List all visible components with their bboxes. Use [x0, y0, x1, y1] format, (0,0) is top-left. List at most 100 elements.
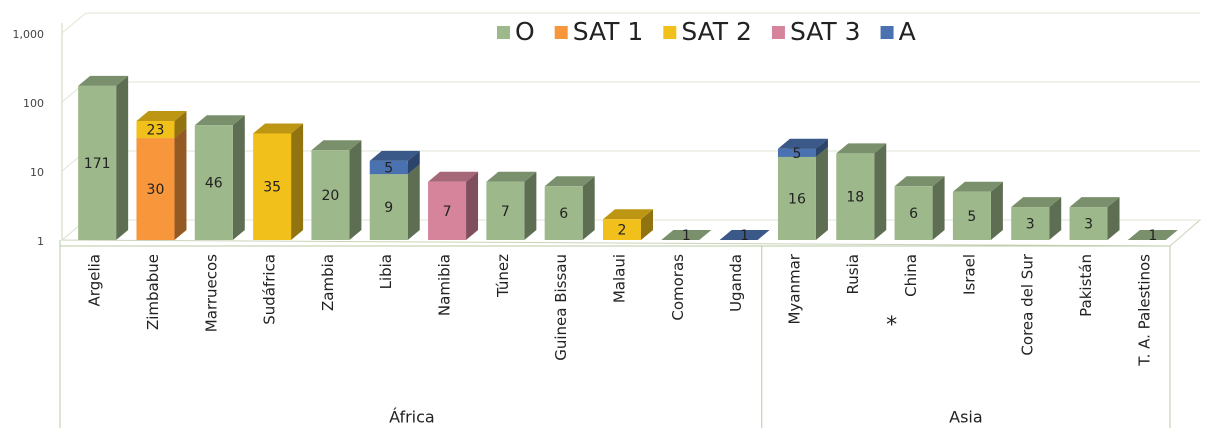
bar-segment: [603, 209, 653, 240]
data-label: 5: [967, 209, 976, 225]
bar-segment: [544, 176, 595, 240]
x-tick-label: Marruecos: [202, 254, 220, 332]
bar-top: [894, 176, 945, 187]
bar-segment: [136, 111, 187, 139]
bar-top: [78, 75, 129, 86]
data-label: 35: [263, 180, 281, 196]
bar-front: [603, 219, 641, 240]
legend-swatch: [771, 26, 785, 39]
x-tick-label: Pakistán: [1077, 254, 1095, 317]
bar-front: [777, 148, 816, 157]
bar-segment: [836, 143, 887, 240]
bar-side: [466, 171, 479, 240]
legend-swatch: [554, 26, 568, 39]
bar-top: [719, 230, 770, 240]
bar-side: [990, 181, 1003, 240]
data-label: 23: [147, 123, 165, 139]
bar-top: [253, 123, 304, 134]
bar-segment: [894, 176, 945, 240]
bar-front: [136, 121, 175, 139]
bar-side: [1107, 197, 1120, 240]
y-tick-label: 10: [30, 166, 44, 179]
bar-side: [932, 176, 945, 240]
bar-top: [661, 230, 712, 240]
y-tick-label: 1: [37, 235, 44, 248]
bar-top: [603, 209, 653, 220]
bar-segment: [661, 230, 712, 240]
y-tick-label: 1,000: [13, 28, 45, 41]
x-tick-label: Corea del Sur: [1019, 253, 1037, 355]
bar-front: [136, 138, 175, 240]
group-label: Asia: [949, 408, 983, 427]
legend-label: SAT 2: [681, 17, 752, 46]
x-tick-label: Uganda: [727, 254, 745, 312]
bar-segment: [311, 140, 362, 240]
data-label: 16: [788, 191, 806, 207]
x-tick-label: Comoras: [669, 254, 687, 321]
bar-segment: [1011, 197, 1062, 240]
bar-front: [777, 156, 816, 240]
y-tick-label: 100: [23, 97, 44, 110]
data-label: 6: [909, 206, 918, 222]
bar-side: [874, 143, 887, 240]
x-tick-label: Guinea Bissau: [552, 254, 570, 361]
bar-top: [194, 115, 245, 126]
bar-side: [349, 140, 362, 240]
bar-side: [407, 164, 420, 240]
bar-front: [894, 186, 933, 240]
bar-top: [1127, 230, 1178, 240]
bar-side: [582, 176, 595, 240]
bar-segment: [719, 230, 770, 240]
bar-side: [407, 150, 420, 175]
bar-segment: [1127, 230, 1178, 240]
bar-front: [428, 181, 467, 240]
bar-side: [174, 128, 187, 240]
bar-front: [1011, 207, 1050, 240]
bar-side: [524, 171, 537, 240]
bar-top: [428, 171, 479, 182]
bar-segment: [486, 171, 537, 240]
x-tick-label: Israel: [960, 254, 978, 295]
data-label: 7: [443, 204, 452, 220]
bar-side: [815, 146, 828, 240]
legend-label: A: [899, 17, 916, 46]
bar-front: [544, 186, 583, 240]
x-tick-label: Túnez: [494, 254, 512, 298]
data-label: 3: [1026, 217, 1035, 233]
bar-front: [311, 150, 350, 240]
bar-front: [369, 174, 408, 240]
data-label: 171: [84, 156, 111, 172]
x-tick-label: Libia: [377, 254, 395, 289]
grid-line: [61, 12, 1200, 34]
legend-label: SAT 1: [573, 17, 644, 46]
grid-line: [61, 81, 1200, 103]
legend-swatch: [497, 26, 510, 39]
bar-side: [291, 123, 304, 240]
x-tick-label: Rusia: [844, 254, 862, 294]
legend-label: O: [515, 17, 535, 46]
bar-segment: [253, 123, 304, 240]
legend-swatch: [880, 26, 894, 39]
x-tick-label: Malaui: [611, 254, 629, 303]
data-label: 2: [618, 223, 627, 239]
x-tick-label: Myanmar: [785, 253, 803, 324]
bar-top: [836, 143, 887, 154]
data-label: 1: [1148, 228, 1157, 244]
bar-front: [78, 85, 117, 240]
data-label: 6: [559, 206, 568, 222]
bar-side: [641, 209, 653, 240]
data-label: 18: [846, 190, 864, 206]
bar-front: [486, 181, 525, 240]
bar-front: [952, 191, 991, 240]
bar-segment: [777, 138, 828, 157]
legend-label: SAT 3: [790, 17, 861, 46]
x-tick-label: Sudáfrica: [261, 254, 279, 325]
data-label: 20: [322, 188, 340, 204]
bar-segment: [1069, 197, 1120, 240]
bar-front: [194, 125, 233, 240]
x-tick-label: Argelia: [86, 254, 104, 306]
data-label: 30: [147, 182, 165, 198]
bar-top: [777, 138, 828, 149]
annotation: *: [886, 313, 897, 338]
bar-segment: [369, 150, 420, 175]
